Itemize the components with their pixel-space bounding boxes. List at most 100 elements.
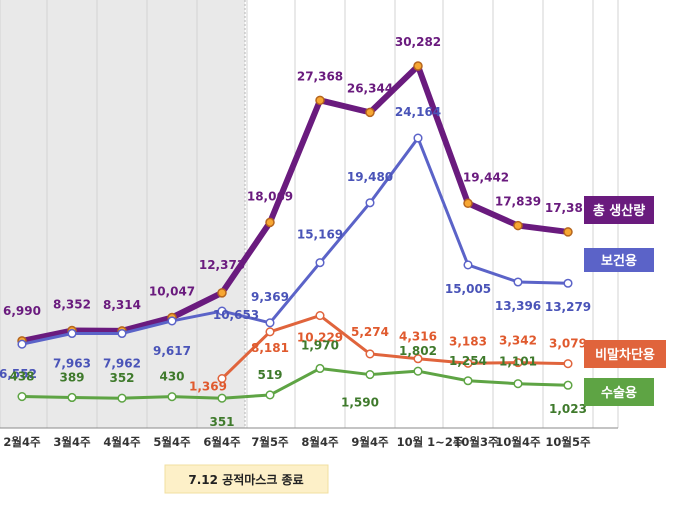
data-point bbox=[217, 288, 227, 298]
data-point bbox=[563, 227, 573, 237]
data-label: 3,079 bbox=[549, 337, 587, 351]
data-label: 352 bbox=[109, 371, 134, 385]
data-point bbox=[217, 306, 227, 316]
legend-label: 보건용 bbox=[601, 253, 637, 269]
data-label: 519 bbox=[257, 368, 282, 382]
data-point bbox=[563, 359, 573, 369]
data-point bbox=[217, 373, 227, 384]
series-line bbox=[220, 314, 570, 381]
data-label: 6,990 bbox=[3, 304, 41, 318]
annotation-text: 7.12 공적마스크 종료 bbox=[188, 472, 303, 487]
data-label: 9,369 bbox=[251, 290, 289, 304]
data-point bbox=[315, 363, 325, 374]
series-line bbox=[20, 366, 570, 400]
data-point bbox=[17, 339, 27, 349]
data-label: 1,101 bbox=[499, 355, 537, 369]
data-label: 9,617 bbox=[153, 344, 191, 358]
data-label: 1,802 bbox=[399, 344, 437, 358]
x-tick-label: 10월5주 bbox=[545, 435, 591, 449]
legend-item: 총 생산량 bbox=[584, 196, 654, 224]
data-label: 351 bbox=[209, 415, 234, 429]
series-line bbox=[20, 136, 570, 346]
data-label: 1,590 bbox=[341, 396, 379, 410]
data-label: 17,381 bbox=[545, 201, 591, 215]
data-label: 7,963 bbox=[53, 356, 91, 370]
data-point bbox=[167, 316, 177, 326]
data-point bbox=[315, 258, 325, 268]
series-3 bbox=[17, 363, 573, 403]
data-label: 15,169 bbox=[297, 228, 343, 242]
x-tick-label: 10월4주 bbox=[495, 435, 541, 449]
series-layer bbox=[17, 61, 573, 403]
x-tick-label: 7월5주 bbox=[251, 435, 289, 449]
data-label: 18,069 bbox=[247, 189, 293, 203]
x-tick-label: 10월 1~2주 bbox=[397, 435, 464, 449]
data-label: 10,047 bbox=[149, 285, 195, 299]
x-tick-label: 5월4주 bbox=[153, 435, 191, 449]
data-label: 1,970 bbox=[301, 338, 339, 352]
x-tick-label: 6월4주 bbox=[203, 435, 241, 449]
legend-item: 보건용 bbox=[584, 248, 654, 272]
data-label: 1,254 bbox=[449, 354, 487, 368]
data-point bbox=[463, 376, 473, 386]
data-label: 10,653 bbox=[213, 308, 259, 322]
data-point bbox=[265, 327, 275, 337]
data-point bbox=[513, 277, 523, 287]
data-label: 15,005 bbox=[445, 282, 491, 296]
data-point bbox=[167, 392, 177, 402]
data-point bbox=[513, 358, 523, 368]
legend-swatch bbox=[584, 340, 666, 368]
data-label: 26,344 bbox=[347, 81, 393, 95]
annotation-box: 7.12 공적마스크 종료 bbox=[164, 464, 329, 494]
data-label: 13,279 bbox=[545, 300, 591, 314]
data-point bbox=[67, 392, 77, 403]
series-2 bbox=[217, 311, 573, 384]
legend-label: 비말차단용 bbox=[595, 347, 655, 363]
data-point bbox=[513, 220, 523, 231]
data-point bbox=[67, 328, 77, 339]
data-label: 3,183 bbox=[449, 334, 487, 348]
series-1 bbox=[17, 133, 573, 349]
data-point bbox=[365, 198, 375, 208]
data-label: 8,314 bbox=[103, 298, 141, 312]
x-tick-label: 3월4주 bbox=[53, 435, 91, 449]
data-point bbox=[265, 318, 275, 328]
data-point bbox=[265, 390, 275, 400]
data-point bbox=[463, 198, 473, 209]
data-label: 8,352 bbox=[53, 298, 91, 312]
data-point bbox=[365, 349, 375, 359]
data-label: 19,480 bbox=[347, 170, 393, 184]
data-label: 1,023 bbox=[549, 402, 587, 416]
legend-label: 총 생산량 bbox=[593, 203, 645, 219]
x-tick-label: 8월4주 bbox=[301, 435, 339, 449]
data-point bbox=[513, 379, 523, 389]
data-label: 12,373 bbox=[199, 258, 245, 272]
legend-item: 수술용 bbox=[584, 378, 654, 406]
data-label: 430 bbox=[159, 370, 184, 384]
data-label: 389 bbox=[59, 370, 84, 384]
data-point bbox=[117, 328, 127, 339]
data-point bbox=[563, 278, 573, 288]
data-label: 13,396 bbox=[495, 299, 541, 313]
data-point bbox=[413, 61, 423, 71]
data-label: 7,962 bbox=[103, 356, 141, 370]
data-point bbox=[413, 354, 423, 364]
legend-label: 수술용 bbox=[601, 385, 637, 401]
data-point bbox=[563, 380, 573, 390]
data-point bbox=[265, 217, 275, 228]
x-tick-label: 9월4주 bbox=[351, 435, 389, 449]
data-label: 10,229 bbox=[297, 331, 343, 345]
data-label: 4,316 bbox=[399, 330, 437, 344]
x-axis-tick-labels: 2월4주 3월4주 4월4주 5월4주 6월4주 7월5주 8월4주 9월4주 10월 1~2주… bbox=[3, 435, 591, 449]
legend-swatch bbox=[584, 196, 654, 224]
series-line bbox=[19, 63, 571, 344]
data-point bbox=[315, 95, 325, 106]
data-label: 19,442 bbox=[463, 170, 509, 184]
data-point bbox=[463, 358, 473, 368]
data-label: 6,552 bbox=[0, 367, 37, 381]
x-tick-label: 10월3주 bbox=[453, 435, 499, 449]
data-label: 27,368 bbox=[297, 69, 343, 83]
x-tick-label: 2월4주 bbox=[3, 435, 41, 449]
data-labels-layer: 6,990 8,352 8,314 10,047 12,373 18,069 27,368 2… bbox=[0, 35, 591, 429]
